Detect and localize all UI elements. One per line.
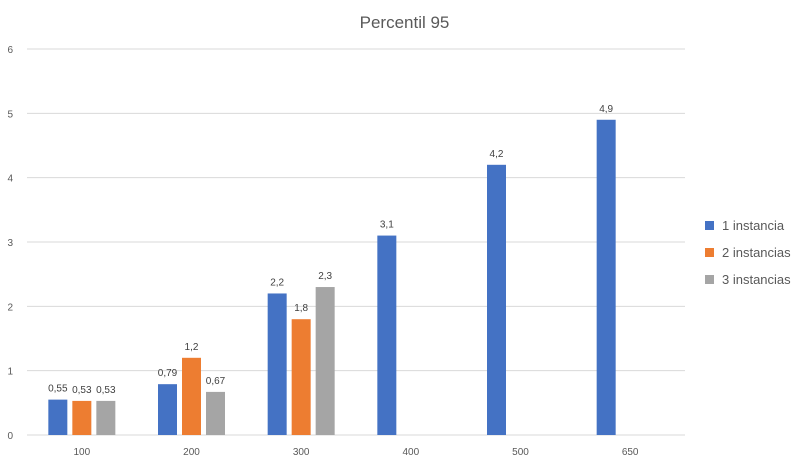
bar-2-instancias-100 (72, 400, 92, 435)
legend-label-1-instancia: 1 instancia (722, 218, 785, 233)
data-label: 3,1 (380, 220, 394, 231)
legend-item-2-instancias: 2 instancias (705, 239, 791, 266)
x-tick-label: 500 (512, 447, 529, 458)
bar-3-instancias-100 (96, 400, 116, 435)
legend-label-2-instancias: 2 instancias (722, 245, 791, 260)
data-label: 1,8 (294, 303, 308, 314)
data-label: 2,3 (318, 271, 332, 282)
data-label: 0,55 (48, 384, 68, 395)
y-tick-label: 1 (7, 367, 13, 378)
chart-title: Percentil 95 (359, 13, 450, 32)
bar-1-instancia-300 (267, 293, 287, 435)
legend-swatch-3-instancias (705, 275, 714, 284)
bar-1-instancia-400 (377, 235, 397, 435)
legend: 1 instancia 2 instancias 3 instancias (705, 212, 791, 293)
data-label: 1,2 (185, 342, 199, 353)
y-tick-label: 5 (7, 109, 13, 120)
bar-2-instancias-200 (182, 357, 201, 435)
y-tick-label: 2 (7, 302, 13, 313)
bar-1-instancia-200 (158, 384, 177, 435)
legend-label-3-instancias: 3 instancias (722, 272, 791, 287)
bar-1-instancia-100 (48, 399, 68, 435)
bar-1-instancia-500 (487, 164, 506, 436)
bar-3-instancias-300 (315, 287, 335, 435)
bar-3-instancias-200 (206, 391, 225, 435)
x-tick-label: 650 (622, 447, 639, 458)
legend-swatch-1-instancia (705, 221, 714, 230)
x-tick-label: 400 (402, 447, 419, 458)
y-tick-label: 0 (7, 431, 13, 442)
data-label: 2,2 (270, 277, 284, 288)
data-label: 0,53 (72, 385, 92, 396)
y-tick-label: 3 (7, 238, 13, 249)
legend-item-1-instancia: 1 instancia (705, 212, 791, 239)
data-label: 0,79 (158, 368, 178, 379)
y-tick-label: 4 (7, 174, 13, 185)
x-tick-label: 300 (293, 447, 310, 458)
bar-1-instancia-650 (596, 119, 616, 436)
bar-2-instancias-300 (291, 319, 311, 435)
legend-item-3-instancias: 3 instancias (705, 266, 791, 293)
data-label: 0,67 (206, 376, 226, 387)
data-label: 4,9 (599, 104, 613, 115)
x-tick-label: 100 (73, 447, 90, 458)
y-tick-label: 6 (7, 45, 13, 56)
x-tick-label: 200 (183, 447, 200, 458)
data-label: 0,53 (96, 385, 116, 396)
legend-swatch-2-instancias (705, 248, 714, 257)
data-label: 4,2 (490, 149, 504, 160)
